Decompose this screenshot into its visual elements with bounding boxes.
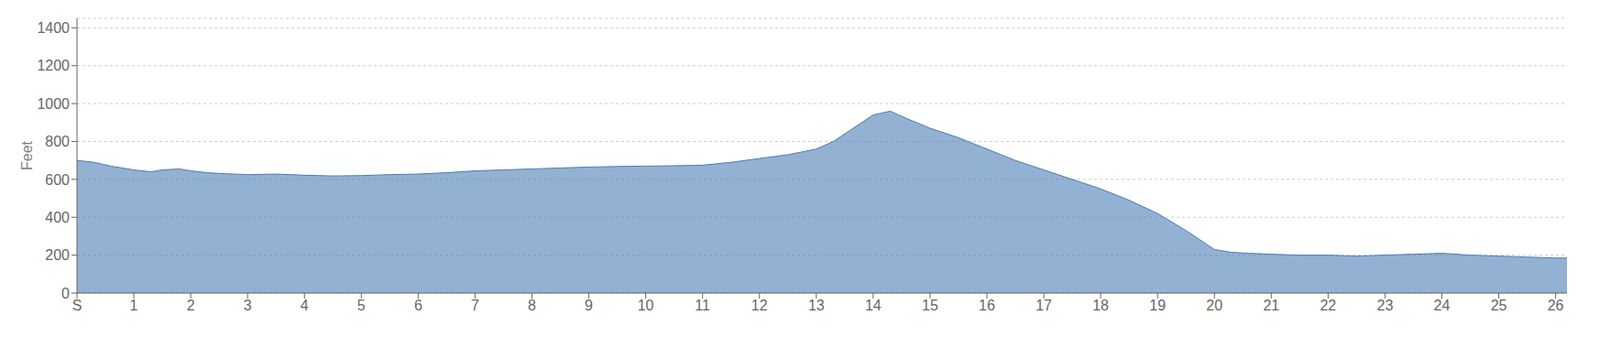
svg-text:0: 0 <box>61 285 70 302</box>
svg-text:9: 9 <box>584 297 593 314</box>
svg-text:1400: 1400 <box>36 20 70 36</box>
svg-text:1000: 1000 <box>36 96 70 112</box>
svg-text:23: 23 <box>1377 297 1394 314</box>
svg-text:21: 21 <box>1262 297 1280 314</box>
svg-text:10: 10 <box>637 297 655 314</box>
svg-text:19: 19 <box>1149 297 1166 314</box>
svg-text:1200: 1200 <box>36 57 70 74</box>
svg-text:200: 200 <box>44 247 70 264</box>
svg-text:Feet: Feet <box>19 140 35 171</box>
svg-text:14: 14 <box>865 297 882 314</box>
svg-text:26: 26 <box>1547 297 1565 314</box>
svg-text:4: 4 <box>300 297 309 314</box>
svg-text:8: 8 <box>527 297 537 314</box>
svg-text:15: 15 <box>921 297 939 314</box>
svg-text:2: 2 <box>186 297 196 314</box>
svg-text:16: 16 <box>978 297 996 314</box>
svg-text:S: S <box>72 297 83 314</box>
svg-text:7: 7 <box>471 297 480 314</box>
svg-text:24: 24 <box>1434 297 1451 314</box>
svg-text:22: 22 <box>1319 297 1337 314</box>
svg-text:1: 1 <box>130 297 139 314</box>
svg-text:6: 6 <box>414 297 423 314</box>
svg-text:18: 18 <box>1092 297 1109 314</box>
svg-text:13: 13 <box>808 297 825 314</box>
svg-text:400: 400 <box>44 209 70 226</box>
svg-text:25: 25 <box>1490 297 1508 314</box>
svg-text:5: 5 <box>357 297 366 314</box>
svg-text:800: 800 <box>44 133 70 150</box>
svg-text:20: 20 <box>1205 297 1223 314</box>
svg-text:11: 11 <box>694 297 711 314</box>
svg-text:17: 17 <box>1035 297 1053 314</box>
svg-text:600: 600 <box>44 172 70 188</box>
svg-text:12: 12 <box>751 297 768 314</box>
svg-text:3: 3 <box>243 297 253 314</box>
